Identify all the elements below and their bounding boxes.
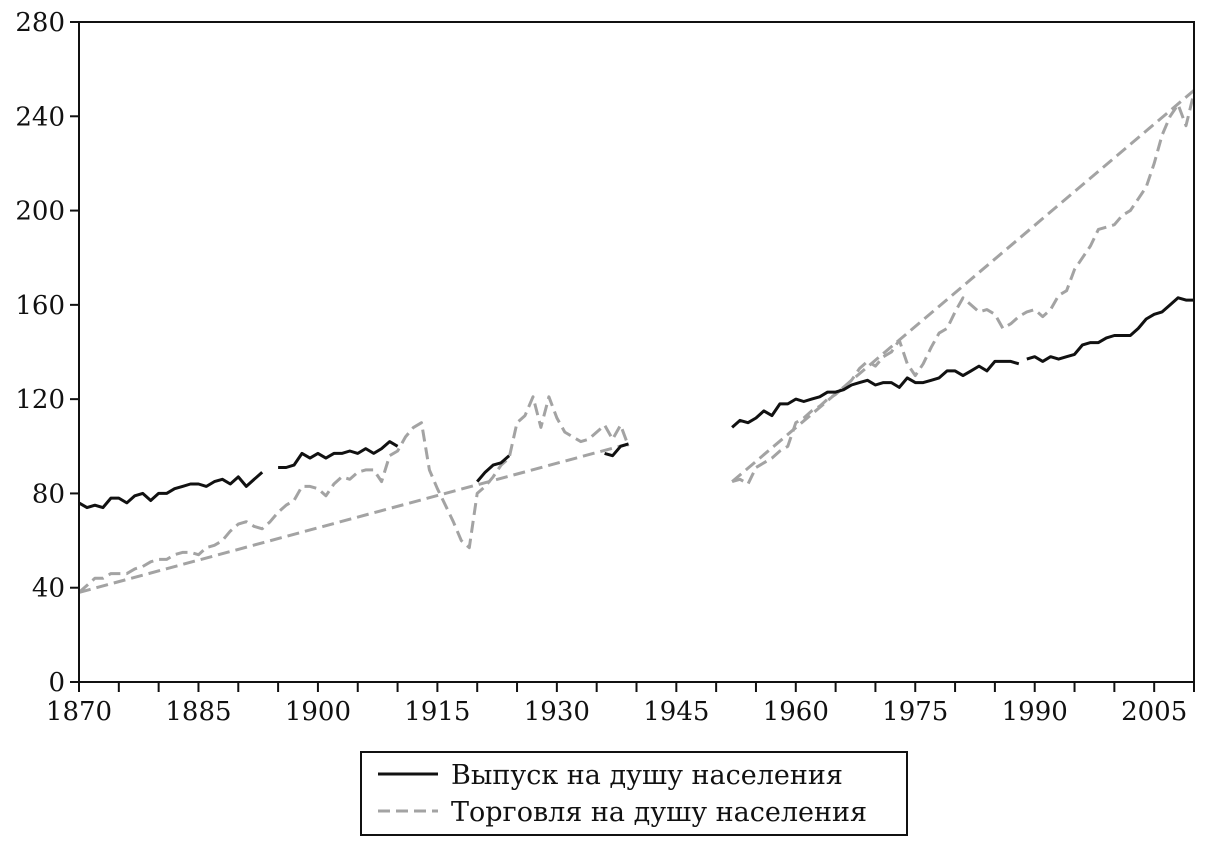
legend-label-output: Выпуск на душу населения <box>451 760 843 791</box>
series-line-trend <box>78 442 629 594</box>
legend: Выпуск на душу населения Торговля на душ… <box>360 751 908 836</box>
series-layer <box>78 89 1196 594</box>
legend-box <box>360 751 908 836</box>
series-line-output <box>604 442 629 458</box>
x-tick-label: 1900 <box>285 697 351 727</box>
x-tick-label: 1945 <box>643 697 709 727</box>
y-tick-label: 40 <box>32 574 65 604</box>
series-line-output <box>1026 296 1194 363</box>
x-tick-label: 1960 <box>763 697 829 727</box>
x-tick-label: 1975 <box>882 697 948 727</box>
series-line-trend <box>731 89 1195 483</box>
y-tick-label: 80 <box>32 479 65 509</box>
x-tick-label: 1930 <box>524 697 590 727</box>
series-line-trade <box>731 92 1196 486</box>
x-tick-label: 1915 <box>404 697 470 727</box>
x-tick-label: 2005 <box>1121 697 1187 727</box>
y-tick-label: 240 <box>15 102 65 132</box>
y-tick-label: 280 <box>15 8 65 38</box>
plot-area-frame <box>78 21 1195 683</box>
x-tick-label: 1870 <box>46 697 112 727</box>
y-tick-label: 200 <box>15 197 65 227</box>
series-line-output <box>278 440 399 469</box>
axes: 0 40 80 120 160 200 240 280 1870 1885 1900 1915 1930… <box>15 8 1195 727</box>
legend-label-trade: Торговля на душу населения <box>451 797 867 828</box>
x-tick-label: 1885 <box>165 697 231 727</box>
y-tick-label: 160 <box>15 291 65 321</box>
series-line-trade <box>78 395 630 594</box>
y-tick-label: 120 <box>15 385 65 415</box>
x-tick-label: 1990 <box>1002 697 1068 727</box>
series-line-output <box>476 454 511 483</box>
series-line-output <box>78 471 264 510</box>
series-line-output <box>731 359 1020 429</box>
y-tick-label: 0 <box>48 668 65 698</box>
